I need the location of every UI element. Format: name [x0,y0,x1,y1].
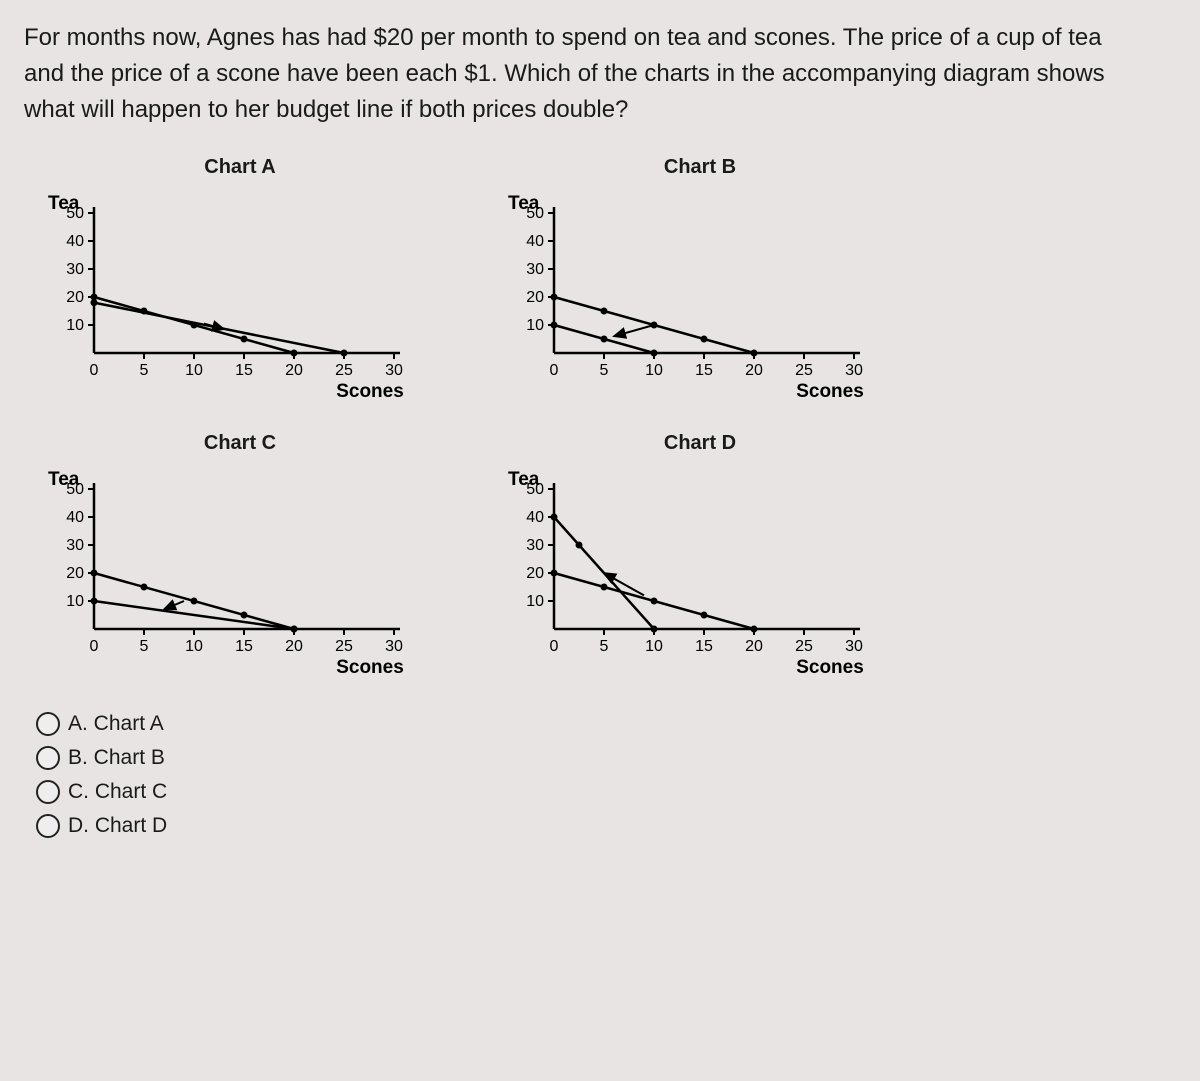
svg-text:15: 15 [695,638,713,655]
svg-text:25: 25 [335,362,353,379]
chart-block-A: Chart A1020304050051015202530TeaScones [30,156,450,408]
svg-text:Tea: Tea [508,193,540,214]
svg-text:30: 30 [845,638,863,655]
svg-text:20: 20 [285,638,303,655]
svg-text:40: 40 [66,509,84,526]
svg-text:0: 0 [90,362,99,379]
option-label: D. Chart D [68,814,167,838]
svg-text:5: 5 [600,362,609,379]
svg-text:0: 0 [550,362,559,379]
svg-text:5: 5 [140,362,149,379]
svg-text:30: 30 [845,362,863,379]
svg-text:40: 40 [526,509,544,526]
svg-text:20: 20 [66,565,84,582]
svg-text:5: 5 [140,638,149,655]
question-text: For months now, Agnes has had $20 per mo… [24,20,1124,128]
svg-text:15: 15 [695,362,713,379]
svg-text:30: 30 [385,362,403,379]
svg-text:20: 20 [66,289,84,306]
svg-text:25: 25 [795,638,813,655]
chart-C: 1020304050051015202530TeaScones [30,459,430,679]
svg-text:10: 10 [526,317,544,334]
option-A[interactable]: A. Chart A [36,712,1176,736]
svg-text:Tea: Tea [48,193,80,214]
option-C[interactable]: C. Chart C [36,780,1176,804]
svg-text:10: 10 [185,362,203,379]
chart-block-C: Chart C1020304050051015202530TeaScones [30,432,450,684]
radio-icon[interactable] [36,746,60,770]
option-label: A. Chart A [68,712,164,736]
svg-text:30: 30 [526,537,544,554]
option-label: B. Chart B [68,746,165,770]
svg-text:40: 40 [66,233,84,250]
svg-text:Tea: Tea [508,469,540,490]
chart-B: 1020304050051015202530TeaScones [490,183,890,403]
svg-text:10: 10 [66,317,84,334]
radio-icon[interactable] [36,780,60,804]
option-label: C. Chart C [68,780,167,804]
svg-text:25: 25 [335,638,353,655]
svg-text:20: 20 [526,289,544,306]
svg-text:20: 20 [745,638,763,655]
svg-text:0: 0 [90,638,99,655]
svg-text:Scones: Scones [796,381,864,402]
svg-text:Scones: Scones [796,657,864,678]
svg-text:10: 10 [185,638,203,655]
svg-text:15: 15 [235,638,253,655]
svg-text:30: 30 [66,537,84,554]
svg-text:20: 20 [285,362,303,379]
svg-text:5: 5 [600,638,609,655]
chart-title: Chart C [30,432,450,455]
svg-text:30: 30 [385,638,403,655]
svg-text:Tea: Tea [48,469,80,490]
chart-D: 1020304050051015202530TeaScones [490,459,890,679]
option-B[interactable]: B. Chart B [36,746,1176,770]
svg-text:0: 0 [550,638,559,655]
svg-text:30: 30 [66,261,84,278]
options-list: A. Chart A B. Chart B C. Chart C D. Chart D [36,712,1176,838]
chart-block-B: Chart B1020304050051015202530TeaScones [490,156,910,408]
radio-icon[interactable] [36,712,60,736]
svg-text:10: 10 [66,593,84,610]
chart-A: 1020304050051015202530TeaScones [30,183,430,403]
svg-text:20: 20 [745,362,763,379]
svg-text:Scones: Scones [336,657,404,678]
chart-block-D: Chart D1020304050051015202530TeaScones [490,432,910,684]
chart-title: Chart D [490,432,910,455]
chart-title: Chart A [30,156,450,179]
svg-text:Scones: Scones [336,381,404,402]
svg-text:20: 20 [526,565,544,582]
svg-text:25: 25 [795,362,813,379]
chart-title: Chart B [490,156,910,179]
option-D[interactable]: D. Chart D [36,814,1176,838]
radio-icon[interactable] [36,814,60,838]
svg-text:10: 10 [645,638,663,655]
svg-text:10: 10 [645,362,663,379]
svg-text:40: 40 [526,233,544,250]
charts-grid: Chart A1020304050051015202530TeaSconesCh… [30,156,1176,684]
svg-text:15: 15 [235,362,253,379]
svg-text:30: 30 [526,261,544,278]
svg-text:10: 10 [526,593,544,610]
